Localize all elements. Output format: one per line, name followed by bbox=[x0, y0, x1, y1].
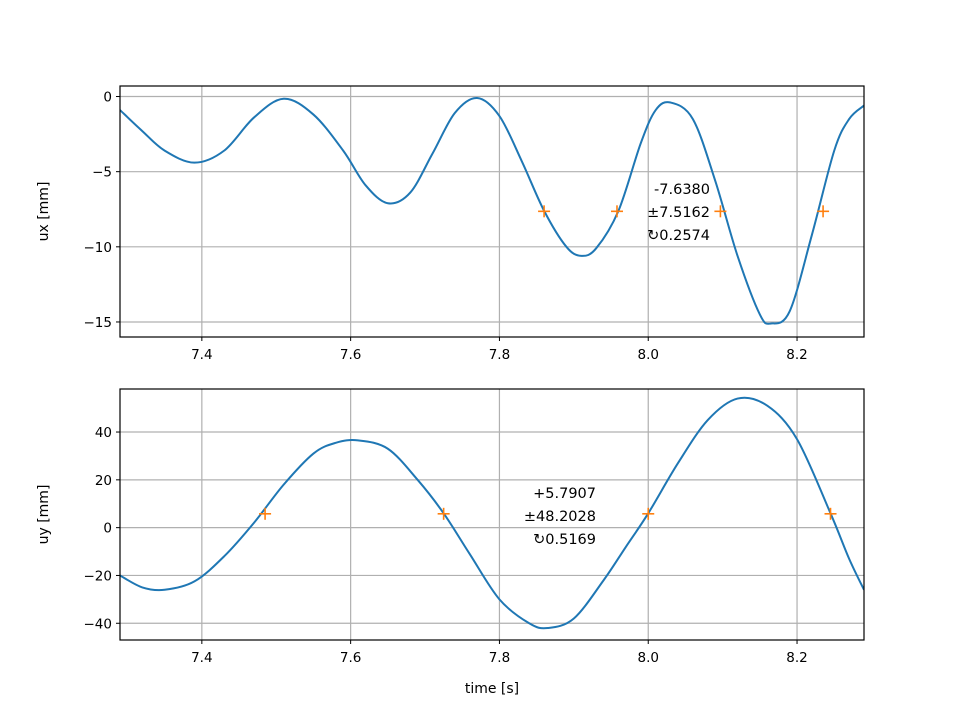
stats-annotation-line: ±48.2028 bbox=[524, 509, 596, 525]
crossing-marker bbox=[642, 507, 655, 520]
y-tick-label: −20 bbox=[84, 568, 113, 584]
y-tick-label: 0 bbox=[103, 521, 112, 537]
x-axis-label: time [s] bbox=[465, 681, 519, 697]
x-tick-label: 8.2 bbox=[786, 650, 807, 666]
x-tick-label: 7.4 bbox=[191, 650, 212, 666]
y-tick-label: 0 bbox=[103, 90, 112, 106]
stats-annotation-line: ↻0.5169 bbox=[533, 532, 596, 548]
x-tick-label: 7.8 bbox=[489, 650, 510, 666]
x-tick-label: 8.0 bbox=[637, 347, 658, 363]
crossing-marker bbox=[610, 205, 623, 218]
crossing-marker bbox=[824, 507, 837, 520]
series-line bbox=[120, 396, 864, 630]
y-tick-label: −5 bbox=[92, 165, 112, 181]
crossing-marker bbox=[538, 205, 551, 218]
plot-frame bbox=[119, 85, 865, 338]
y-tick-label: −10 bbox=[84, 240, 113, 256]
x-tick-label: 7.6 bbox=[340, 650, 361, 666]
y-tick-label: −40 bbox=[84, 616, 113, 632]
uy-plot: 7.4 7.6 7.8 8.0 8.2 40 20 0 −20 −40 uy [mm] time [s… bbox=[36, 388, 865, 697]
crossing-marker bbox=[259, 507, 272, 520]
x-tick-label: 8.2 bbox=[786, 347, 807, 363]
stats-annotation-line: +5.7907 bbox=[533, 486, 596, 502]
crossing-marker bbox=[437, 507, 450, 520]
stats-annotation-line: ↻0.2574 bbox=[647, 228, 710, 244]
y-tick-label: 40 bbox=[95, 425, 112, 441]
y-tick-label: 20 bbox=[95, 473, 112, 489]
y-axis-label: ux [mm] bbox=[36, 182, 52, 242]
y-axis-label: uy [mm] bbox=[36, 485, 52, 545]
x-tick-label: 8.0 bbox=[637, 650, 658, 666]
series-line bbox=[120, 97, 864, 325]
y-tick-label: −15 bbox=[84, 315, 113, 331]
crossing-marker bbox=[817, 205, 830, 218]
x-tick-label: 7.6 bbox=[340, 347, 361, 363]
crossing-marker bbox=[714, 205, 727, 218]
ux-plot: 7.4 7.6 7.8 8.0 8.2 0 −5 −10 −15 ux [mm] -7.6380 ±7… bbox=[36, 85, 865, 363]
stats-annotation-line: -7.6380 bbox=[654, 182, 710, 198]
x-tick-label: 7.4 bbox=[191, 347, 212, 363]
stats-annotation-line: ±7.5162 bbox=[647, 205, 710, 221]
plot-frame bbox=[119, 388, 865, 641]
x-tick-label: 7.8 bbox=[489, 347, 510, 363]
